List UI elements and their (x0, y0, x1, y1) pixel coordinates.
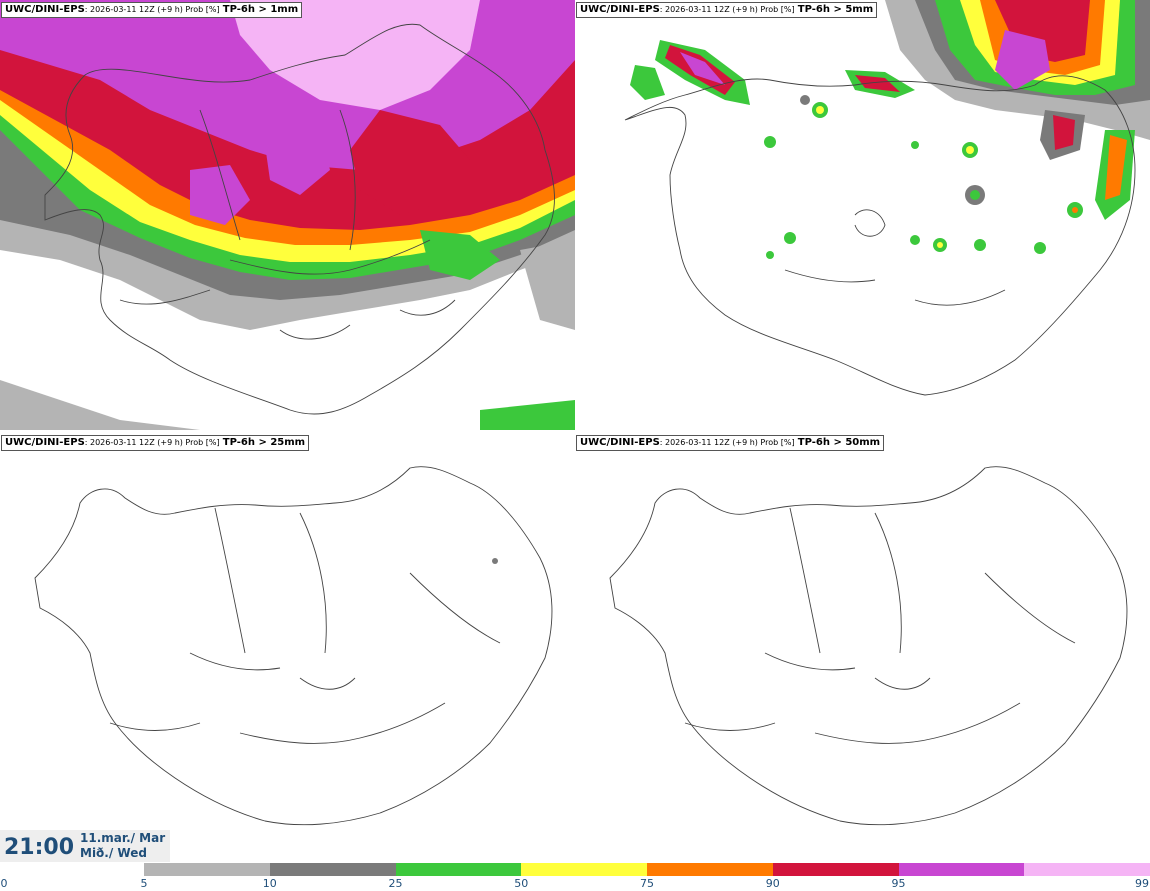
colorbar-tick-label: 99 (1135, 877, 1149, 890)
model-name: UWC/DINI-EPS (580, 4, 660, 15)
colorbar-segment (898, 863, 1025, 876)
map-panel-5mm: UWC/DINI-EPS: 2026-03-11 12Z (+9 h) Prob… (575, 0, 1150, 430)
colorbar-tick-label: 75 (640, 877, 654, 890)
probability-field-1mm (0, 0, 575, 430)
valid-time: 21:00 (4, 835, 75, 860)
colorbar-tick-label: 5 (140, 877, 148, 890)
panel-title: UWC/DINI-EPS: 2026-03-11 12Z (+9 h) Prob… (1, 2, 303, 18)
probability-field-5mm (575, 0, 1150, 430)
model-name: UWC/DINI-EPS (580, 437, 660, 448)
threshold-label: TP-6h > 25mm (222, 437, 306, 448)
colorbar-segment (144, 863, 270, 876)
colorbar-segment (772, 863, 899, 876)
colorbar-tick-label: 50 (514, 877, 529, 890)
valid-time-box: 21:00 11.mar./ Mar Mið./ Wed (0, 830, 170, 862)
colorbar-tick-label: 0 (0, 877, 8, 890)
map-panel-50mm: UWC/DINI-EPS: 2026-03-11 12Z (+9 h) Prob… (575, 433, 1150, 863)
probability-field-25mm (0, 433, 575, 830)
colorbar (144, 863, 1150, 876)
colorbar-tick-label: 10 (262, 877, 277, 890)
run-info: : 2026-03-11 12Z (+9 h) Prob [%] (659, 5, 795, 14)
colorbar-tick-label: 25 (388, 877, 403, 890)
colorbar-segment (521, 863, 647, 876)
colorbar-segment (395, 863, 522, 876)
map-panel-25mm: UWC/DINI-EPS: 2026-03-11 12Z (+9 h) Prob… (0, 433, 575, 863)
probability-field-50mm (575, 433, 1150, 830)
model-name: UWC/DINI-EPS (5, 437, 85, 448)
panel-title: UWC/DINI-EPS: 2026-03-11 12Z (+9 h) Prob… (1, 435, 310, 451)
colorbar-segment (647, 863, 773, 876)
threshold-label: TP-6h > 5mm (797, 4, 874, 15)
threshold-label: TP-6h > 50mm (797, 437, 881, 448)
threshold-label: TP-6h > 1mm (222, 4, 299, 15)
run-info: : 2026-03-11 12Z (+9 h) Prob [%] (659, 438, 795, 447)
run-info: : 2026-03-11 12Z (+9 h) Prob [%] (84, 438, 220, 447)
colorbar-segment (1024, 863, 1150, 876)
colorbar-segment (269, 863, 396, 876)
panel-title: UWC/DINI-EPS: 2026-03-11 12Z (+9 h) Prob… (576, 2, 878, 18)
run-info: : 2026-03-11 12Z (+9 h) Prob [%] (84, 5, 220, 14)
model-name: UWC/DINI-EPS (5, 4, 85, 15)
valid-date: 11.mar./ Mar (80, 831, 166, 845)
valid-weekday: Mið./ Wed (80, 846, 147, 860)
map-panel-1mm: UWC/DINI-EPS: 2026-03-11 12Z (+9 h) Prob… (0, 0, 575, 430)
colorbar-tick-label: 95 (891, 877, 906, 890)
panel-title: UWC/DINI-EPS: 2026-03-11 12Z (+9 h) Prob… (576, 435, 885, 451)
colorbar-tick-label: 90 (765, 877, 780, 890)
